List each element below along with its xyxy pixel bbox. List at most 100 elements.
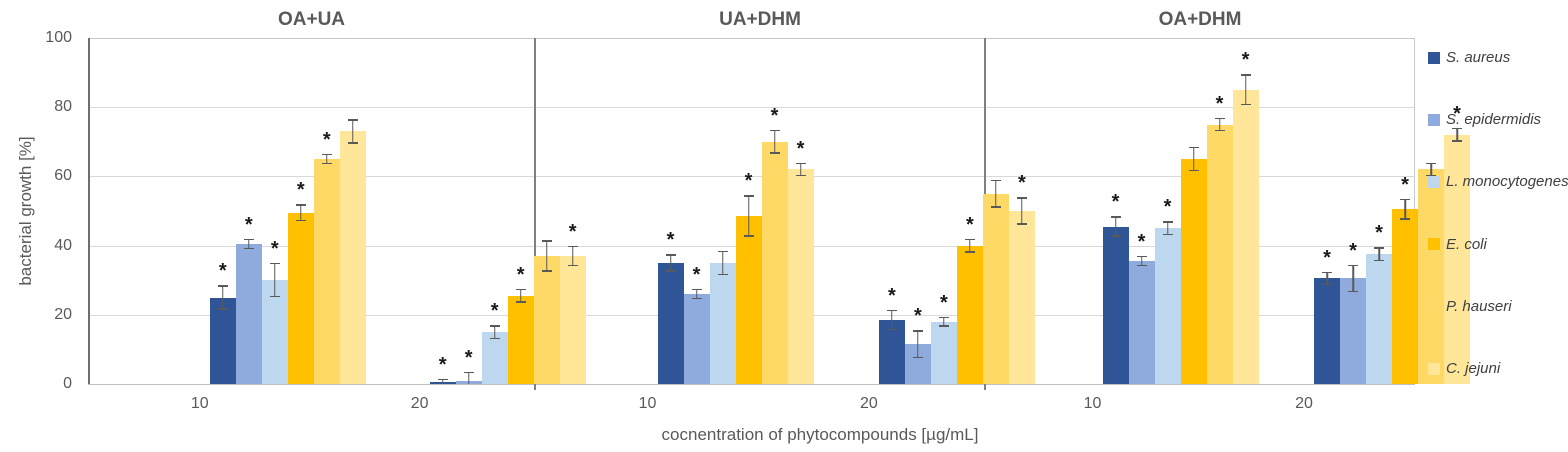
- significance-star: *: [744, 170, 753, 193]
- legend-swatch-p-hauseri: [1428, 300, 1440, 313]
- error-bar-line: [1218, 117, 1221, 132]
- x-tick-label: 10: [1083, 395, 1102, 412]
- panel-title-oa-dhm: OA+DHM: [1158, 9, 1242, 30]
- y-tick-label: 80: [54, 98, 72, 116]
- error-bar-cap-bottom: [795, 174, 806, 177]
- error-bar-cap-bottom: [321, 162, 332, 165]
- significance-star: *: [1349, 239, 1357, 262]
- error-bar-line: [1378, 247, 1380, 262]
- error-bar-cap-bottom: [1348, 290, 1359, 293]
- y-tick-label: 100: [45, 29, 72, 46]
- significance-star: *: [464, 346, 473, 369]
- error-bar: [743, 195, 754, 237]
- error-bar-line: [545, 240, 548, 272]
- error-bar-line: [571, 245, 574, 267]
- significance-star: *: [438, 353, 447, 376]
- error-bar-cap-top: [463, 371, 474, 374]
- error-bar-line: [1352, 264, 1354, 293]
- bar-e-coli: [1392, 209, 1419, 384]
- error-bar-line: [352, 119, 354, 144]
- significance-star: *: [516, 263, 525, 286]
- error-bar-cap-top: [217, 285, 228, 287]
- bar-s-epidermidis: [235, 243, 262, 384]
- bar-c-jejuni: [1008, 211, 1035, 384]
- significance-star: *: [965, 213, 974, 236]
- error-bar-cap-bottom: [1136, 264, 1147, 267]
- error-bar: [912, 330, 923, 359]
- error-bar-cap-top: [964, 238, 975, 241]
- error-bar-cap-bottom: [1400, 218, 1411, 220]
- error-bar-cap-top: [1110, 216, 1121, 218]
- bar-c-jejuni: [339, 131, 366, 384]
- error-bar-cap-bottom: [1162, 233, 1173, 236]
- error-bar-cap-bottom: [717, 273, 728, 275]
- error-bar-line: [917, 330, 919, 359]
- significance-star: *: [1137, 230, 1146, 253]
- error-bar-line: [747, 195, 750, 237]
- error-bar: [217, 285, 228, 310]
- error-bar-cap-bottom: [515, 301, 526, 303]
- error-bar: [795, 162, 806, 177]
- error-bar: [1016, 197, 1027, 225]
- significance-star: *: [913, 305, 922, 328]
- error-bar-line: [493, 325, 496, 339]
- error-bar-cap-bottom: [567, 264, 578, 267]
- x-tick-label: 20: [1295, 395, 1313, 412]
- error-bar-line: [1192, 146, 1195, 172]
- bar-p-hauseri: [1206, 124, 1233, 384]
- bar-s-aureus: [1314, 278, 1341, 384]
- significance-star: *: [296, 179, 305, 202]
- error-bar: [717, 250, 728, 275]
- error-bar-cap-top: [437, 378, 448, 381]
- error-bar-cap-top: [243, 238, 254, 241]
- bar-e-coli: [735, 216, 762, 384]
- legend-swatch-c-jejuni: [1428, 362, 1440, 375]
- error-bar-cap-bottom: [886, 328, 897, 331]
- legend-item-c-jejuni: C. jejuni: [1428, 360, 1500, 377]
- error-bar: [1162, 221, 1173, 236]
- error-bar-cap-top: [990, 179, 1001, 182]
- legend-swatch-s-epidermidis: [1428, 113, 1440, 126]
- error-bar-cap-bottom: [295, 219, 306, 222]
- error-bar: [665, 254, 676, 272]
- error-bar-cap-bottom: [217, 308, 228, 310]
- error-bar-line: [1114, 216, 1117, 237]
- significance-star: *: [568, 220, 577, 243]
- error-bar-cap-top: [347, 119, 358, 121]
- error-bar: [321, 153, 332, 165]
- panel-divider: [534, 38, 536, 390]
- error-bar-line: [669, 254, 672, 272]
- legend: S. aureus S. epidermidis L. monocytogenes E…: [1428, 0, 1568, 452]
- bar-c-jejuni: [787, 169, 814, 384]
- error-bar: [437, 378, 448, 384]
- error-bar-line: [519, 288, 522, 303]
- error-bar: [295, 204, 306, 222]
- legend-label: L. monocytogenes: [1446, 173, 1568, 191]
- significance-star: *: [270, 237, 279, 260]
- error-bar-line: [1404, 198, 1406, 220]
- error-bar: [269, 262, 280, 298]
- error-bar-line: [300, 204, 302, 222]
- error-bar: [1110, 216, 1121, 237]
- error-bar-line: [891, 309, 893, 331]
- x-tick-label: 20: [410, 395, 429, 412]
- gridline-60: [88, 176, 1415, 178]
- error-bar-cap-top: [665, 254, 676, 256]
- x-tick-label: 10: [638, 395, 657, 412]
- significance-star: *: [887, 284, 896, 307]
- bar-p-hauseri: [982, 193, 1009, 384]
- error-bar-cap-bottom: [769, 152, 780, 154]
- bar-l-monocytogenes: [261, 280, 288, 384]
- plot-top-border: [88, 38, 1415, 39]
- error-bar-cap-top: [1452, 127, 1463, 130]
- error-bar-line: [943, 316, 945, 327]
- significance-star: *: [1453, 102, 1461, 125]
- error-bar: [489, 325, 500, 339]
- error-bar-cap-top: [321, 153, 332, 156]
- error-bar-cap-top: [1240, 74, 1251, 76]
- error-bar: [1240, 74, 1251, 106]
- x-tick-label: 10: [190, 395, 209, 412]
- error-bar-cap-top: [717, 250, 728, 253]
- error-bar-line: [1430, 162, 1432, 177]
- error-bar-line: [1021, 197, 1023, 225]
